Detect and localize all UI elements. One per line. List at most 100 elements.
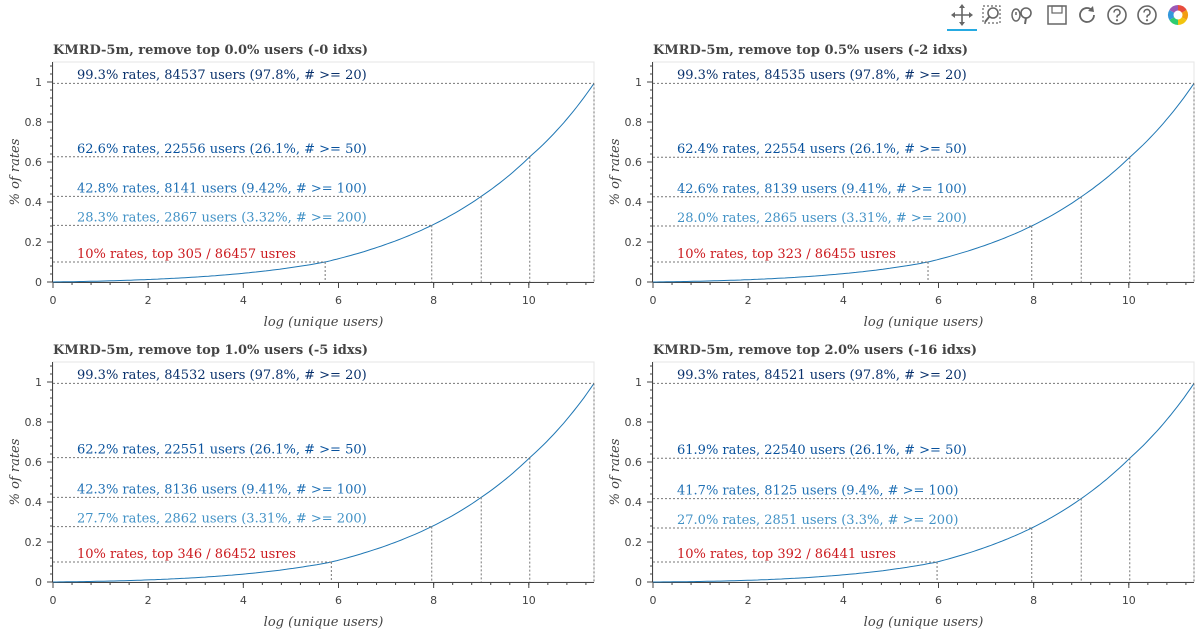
x-tick-label: 6 <box>935 294 942 307</box>
y-tick-label: 0.8 <box>25 416 43 429</box>
wheel-zoom-icon <box>1011 7 1032 25</box>
x-tick-label: 4 <box>240 594 247 607</box>
cumulative-rates-line <box>653 83 1195 283</box>
chart-title: KMRD-5m, remove top 2.0% users (-16 idxs… <box>653 343 977 358</box>
y-axis-label: % of rates <box>608 138 623 205</box>
y-tick-label: 0 <box>35 576 42 589</box>
y-tick-label: 0.4 <box>625 196 643 209</box>
x-tick-label: 2 <box>145 294 152 307</box>
y-tick-label: 0.6 <box>25 456 43 469</box>
y-tick-label: 0.6 <box>625 156 643 169</box>
save-icon <box>1047 5 1067 25</box>
box-zoom-icon <box>982 5 1001 24</box>
y-tick-label: 0.4 <box>25 496 43 509</box>
threshold-annotation: 99.3% rates, 84537 users (97.8%, # >= 20… <box>77 68 367 83</box>
y-axis-label: % of rates <box>608 438 623 505</box>
x-tick-label: 8 <box>1030 594 1037 607</box>
x-axis-label: log (unique users) <box>864 615 984 630</box>
chart-title: KMRD-5m, remove top 0.5% users (-2 idxs) <box>653 43 968 58</box>
y-tick-label: 0.8 <box>625 116 643 129</box>
y-tick-label: 0.2 <box>25 236 43 249</box>
threshold-annotation: 10% rates, top 305 / 86457 usres <box>77 247 296 262</box>
threshold-annotation: 28.0% rates, 2865 users (3.31%, # >= 200… <box>677 211 967 226</box>
y-tick-label: 0.2 <box>625 536 643 549</box>
x-tick-label: 2 <box>745 594 752 607</box>
y-tick-label: 1 <box>635 376 642 389</box>
cumulative-rates-line <box>653 383 1195 583</box>
threshold-annotation: 27.0% rates, 2851 users (3.3%, # >= 200) <box>677 513 958 528</box>
chart-title: KMRD-5m, remove top 0.0% users (-0 idxs) <box>53 43 368 58</box>
x-tick-label: 4 <box>840 294 847 307</box>
y-tick-label: 0.4 <box>625 496 643 509</box>
y-tick-label: 0 <box>635 276 642 289</box>
chart-panel: KMRD-5m, remove top 1.0% users (-5 idxs)… <box>8 343 595 630</box>
x-tick-label: 0 <box>650 294 657 307</box>
threshold-annotation: 41.7% rates, 8125 users (9.4%, # >= 100) <box>677 484 958 499</box>
x-tick-label: 2 <box>145 594 152 607</box>
x-tick-label: 10 <box>1122 294 1136 307</box>
x-tick-label: 0 <box>650 594 657 607</box>
plot-toolbar <box>947 0 1200 32</box>
bokeh-logo-icon <box>1168 5 1188 25</box>
y-tick-label: 0.2 <box>625 236 643 249</box>
chart-panel: KMRD-5m, remove top 0.0% users (-0 idxs)… <box>8 43 595 330</box>
help-button[interactable] <box>1105 3 1129 27</box>
y-axis-label: % of rates <box>8 438 23 505</box>
x-tick-label: 0 <box>50 594 57 607</box>
save-tool-button[interactable] <box>1045 3 1069 27</box>
x-tick-label: 6 <box>335 594 342 607</box>
threshold-annotation: 10% rates, top 323 / 86455 usres <box>677 247 896 262</box>
threshold-annotation: 10% rates, top 392 / 86441 usres <box>677 547 896 562</box>
y-tick-label: 1 <box>635 76 642 89</box>
x-tick-label: 10 <box>522 594 536 607</box>
threshold-annotation: 42.6% rates, 8139 users (9.41%, # >= 100… <box>677 182 967 197</box>
y-tick-label: 0 <box>35 276 42 289</box>
threshold-annotation: 62.2% rates, 22551 users (26.1%, # >= 50… <box>77 443 367 458</box>
y-tick-label: 0.4 <box>25 196 43 209</box>
chart-panel: KMRD-5m, remove top 2.0% users (-16 idxs… <box>608 343 1195 630</box>
reset-tool-button[interactable] <box>1075 3 1099 27</box>
pan-icon <box>951 4 973 26</box>
threshold-annotation: 99.3% rates, 84535 users (97.8%, # >= 20… <box>677 68 967 83</box>
wheel-zoom-tool-button[interactable] <box>1010 3 1034 27</box>
help-icon <box>1107 5 1127 25</box>
x-tick-label: 8 <box>430 294 437 307</box>
cumulative-rates-line <box>52 83 595 283</box>
x-tick-label: 2 <box>745 294 752 307</box>
help-icon <box>1137 5 1157 25</box>
threshold-annotation: 62.4% rates, 22554 users (26.1%, # >= 50… <box>677 142 967 157</box>
y-tick-label: 0.2 <box>25 536 43 549</box>
pan-tool-button[interactable] <box>947 3 977 31</box>
x-tick-label: 10 <box>522 294 536 307</box>
threshold-annotation: 28.3% rates, 2867 users (3.32%, # >= 200… <box>77 210 367 225</box>
x-axis-label: log (unique users) <box>264 615 384 630</box>
threshold-annotation: 99.3% rates, 84532 users (97.8%, # >= 20… <box>77 368 367 383</box>
x-tick-label: 4 <box>240 294 247 307</box>
threshold-annotation: 42.8% rates, 8141 users (9.42%, # >= 100… <box>77 181 367 196</box>
y-tick-label: 0.6 <box>625 456 643 469</box>
threshold-annotation: 42.3% rates, 8136 users (9.41%, # >= 100… <box>77 482 367 497</box>
y-tick-label: 1 <box>35 76 42 89</box>
y-tick-label: 0.8 <box>625 416 643 429</box>
y-tick-label: 0.6 <box>25 156 43 169</box>
x-tick-label: 6 <box>935 594 942 607</box>
x-axis-label: log (unique users) <box>264 315 384 330</box>
y-tick-label: 1 <box>35 376 42 389</box>
chart-panel: KMRD-5m, remove top 0.5% users (-2 idxs)… <box>608 43 1195 330</box>
x-tick-label: 8 <box>1030 294 1037 307</box>
threshold-annotation: 27.7% rates, 2862 users (3.31%, # >= 200… <box>77 512 367 527</box>
threshold-annotation: 61.9% rates, 22540 users (26.1%, # >= 50… <box>677 443 967 458</box>
bokeh-logo-link[interactable] <box>1166 3 1190 27</box>
box-zoom-tool-button[interactable] <box>980 3 1004 27</box>
y-tick-label: 0.8 <box>25 116 43 129</box>
cumulative-rates-line <box>53 383 595 583</box>
x-tick-label: 10 <box>1122 594 1136 607</box>
x-axis-label: log (unique users) <box>864 315 984 330</box>
threshold-annotation: 10% rates, top 346 / 86452 usres <box>77 547 296 562</box>
x-tick-label: 8 <box>430 594 437 607</box>
reset-icon <box>1079 6 1095 23</box>
active-tool-indicator <box>947 29 977 31</box>
y-axis-label: % of rates <box>8 138 23 205</box>
help-button[interactable] <box>1135 3 1159 27</box>
